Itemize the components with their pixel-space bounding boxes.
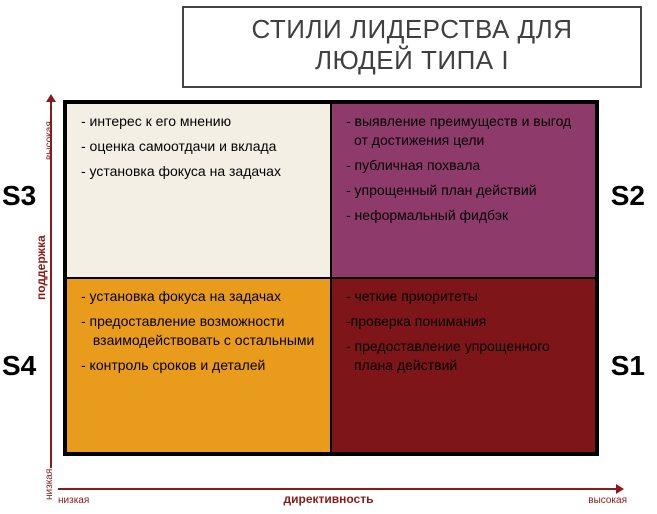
diagram-stage: СТИЛИ ЛИДЕРСТВА ДЛЯ ЛЮДЕЙ ТИПА I высокая… [0,0,657,514]
quadrant-label-tl: S3 [2,180,36,212]
y-axis-label: поддержка [34,235,48,300]
cell-bullet: - выявление преимуществ и выгод от дости… [346,112,585,150]
cell-bullet: - публичная похвала [346,156,585,175]
cell-bullet: - интерес к его мнению [81,112,320,131]
cell-list: - выявление преимуществ и выгод от дости… [342,112,585,224]
cell-bullet: - неформальный фидбэк [346,206,585,225]
quadrant-cell-br: - четкие приоритеты -проверка понимания - … [331,278,596,453]
cell-list: - интерес к его мнению - оценка самоотдач… [77,112,320,181]
quadrant-grid: - интерес к его мнению - оценка самоотдач… [63,100,599,456]
quadrant-cell-bl: - установка фокуса на задачах - предостав… [66,278,331,453]
x-axis-high-label: высокая [588,495,627,506]
cell-bullet: - предоставление упрощенного плана дейст… [346,337,585,375]
cell-bullet: -проверка понимания [346,312,585,331]
title-box: СТИЛИ ЛИДЕРСТВА ДЛЯ ЛЮДЕЙ ТИПА I [182,6,642,88]
x-axis-label: директивность [0,492,657,506]
y-axis-high-label: высокая [44,121,55,160]
title-line-2: ЛЮДЕЙ ТИПА I [194,45,630,76]
cell-bullet: - упрощенный план действий [346,181,585,200]
x-axis-arrow [58,488,618,490]
cell-bullet: - оценка самоотдачи и вклада [81,137,320,156]
quadrant-label-tr: S2 [611,180,645,212]
cell-bullet: - четкие приоритеты [346,287,585,306]
title-line-1: СТИЛИ ЛИДЕРСТВА ДЛЯ [194,14,630,45]
cell-list: - четкие приоритеты -проверка понимания - … [342,287,585,375]
cell-bullet: - установка фокуса на задачах [81,162,320,181]
quadrant-label-br: S1 [611,350,645,382]
quadrant-label-bl: S4 [2,350,36,382]
cell-bullet: - предоставление возможности взаимодейст… [81,312,320,350]
quadrant-cell-tr: - выявление преимуществ и выгод от дости… [331,103,596,278]
cell-list: - установка фокуса на задачах - предостав… [77,287,320,375]
cell-bullet: - установка фокуса на задачах [81,287,320,306]
quadrant-cell-tl: - интерес к его мнению - оценка самоотдач… [66,103,331,278]
cell-bullet: - контроль сроков и деталей [81,356,320,375]
